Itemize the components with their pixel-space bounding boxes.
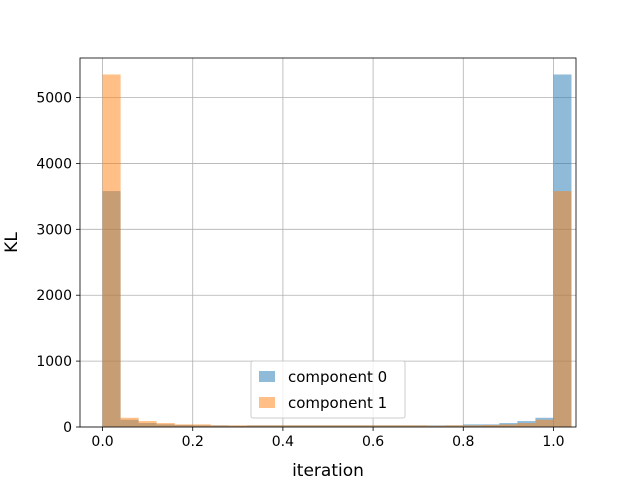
bar-series-1-bin-1	[120, 417, 139, 427]
bar-series-1-bin-6	[210, 425, 229, 427]
bar-series-1-bin-25	[553, 191, 572, 427]
bar-series-1-bin-12	[318, 425, 338, 427]
legend: component 0 component 1	[250, 360, 406, 419]
bar-series-1-bin-15	[373, 425, 392, 427]
legend-label-component-0: component 0	[288, 368, 387, 386]
bar-series-1-bin-23	[517, 423, 536, 427]
legend-swatch-component-1	[259, 397, 275, 408]
bar-series-1-bin-18	[427, 425, 446, 427]
x-tick-label: 0.2	[182, 434, 204, 450]
y-tick-label: 0	[63, 420, 72, 436]
bar-series-1-bin-0	[102, 74, 121, 428]
legend-box	[250, 360, 406, 419]
x-tick-label: 0.6	[362, 434, 384, 450]
grid	[80, 58, 576, 428]
x-axis-label: iteration	[292, 461, 364, 480]
y-axis-label: KL	[2, 232, 22, 253]
bar-series-1-bin-20	[463, 425, 482, 427]
bar-series-1-bin-5	[192, 424, 211, 427]
bar-series-1-bin-24	[535, 419, 554, 427]
bar-series-1-bin-16	[391, 425, 410, 427]
y-tick-label: 3000	[36, 222, 72, 238]
bar-series-1-bin-17	[409, 425, 428, 427]
y-tick-label: 5000	[36, 91, 72, 107]
bar-series-1-bin-19	[445, 425, 464, 427]
y-tick-label: 4000	[36, 156, 72, 172]
bar-series-1-bin-8	[246, 425, 265, 427]
bar-series-1-bin-2	[138, 421, 157, 427]
bar-series-1-bin-14	[355, 425, 374, 427]
legend-swatch-component-0	[259, 371, 275, 382]
ticks: 0.0 0.2 0.4 0.6 0.8 1.0 0 1000 2000 3000 4000 5000	[36, 91, 564, 450]
x-tick-label: 0.4	[272, 434, 294, 450]
bars	[102, 74, 572, 428]
bar-series-1-bin-11	[300, 425, 319, 427]
plot-frame	[79, 57, 577, 428]
bar-series-1-bin-9	[264, 425, 283, 427]
y-tick-label: 2000	[36, 288, 72, 304]
bar-series-1-bin-3	[156, 423, 175, 427]
y-tick-label: 1000	[36, 354, 72, 370]
x-tick-label: 0.8	[452, 434, 474, 450]
bar-series-1-bin-22	[499, 424, 518, 427]
bar-series-1-bin-10	[282, 425, 301, 427]
legend-label-component-1: component 1	[288, 394, 387, 412]
bar-series-1-bin-4	[174, 424, 193, 427]
bar-series-1-bin-13	[337, 425, 356, 427]
bar-series-1-bin-7	[228, 425, 247, 427]
x-tick-label: 0.0	[91, 434, 113, 450]
bar-series-1-bin-21	[481, 425, 500, 427]
x-tick-label: 1.0	[542, 434, 564, 450]
